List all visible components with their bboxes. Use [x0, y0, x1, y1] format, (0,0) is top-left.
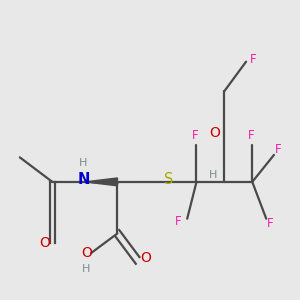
Text: F: F — [267, 217, 273, 230]
Text: O: O — [81, 246, 92, 260]
Text: O: O — [140, 251, 151, 265]
Text: F: F — [175, 215, 182, 228]
Text: N: N — [77, 172, 90, 187]
Text: O: O — [210, 126, 220, 140]
Polygon shape — [85, 178, 118, 186]
Text: F: F — [250, 53, 256, 66]
Text: F: F — [275, 143, 282, 157]
Text: H: H — [82, 264, 91, 274]
Text: O: O — [39, 236, 50, 250]
Text: S: S — [164, 172, 173, 187]
Text: H: H — [79, 158, 88, 168]
Text: F: F — [248, 129, 254, 142]
Text: F: F — [192, 129, 198, 142]
Text: H: H — [208, 169, 217, 179]
